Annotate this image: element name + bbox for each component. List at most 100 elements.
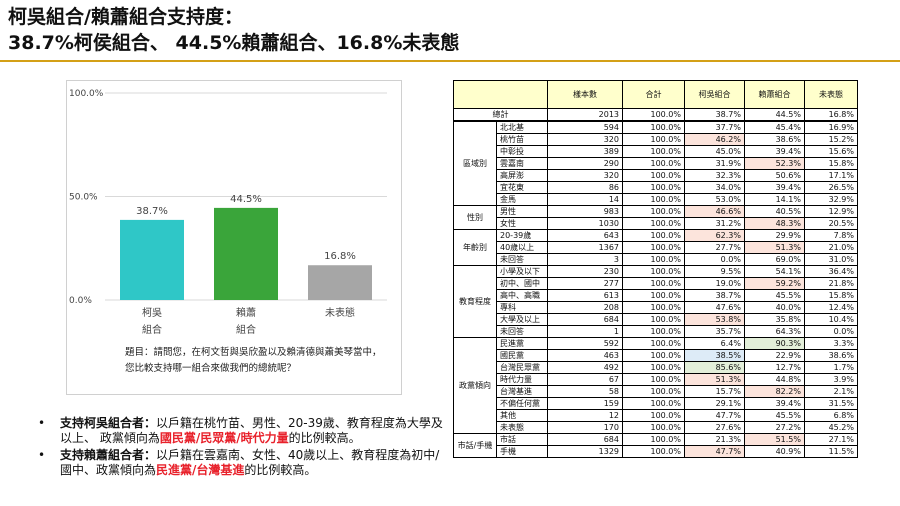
cell-sample-size: 684: [547, 313, 623, 326]
cell-undecided: 16.8%: [804, 108, 858, 122]
cell-ko-wu: 29.1%: [684, 397, 745, 410]
cell-lai-hsiao: 51.3%: [744, 241, 805, 254]
cell-ko-wu: 34.0%: [684, 181, 745, 194]
cell-undecided: 26.5%: [804, 181, 858, 194]
table-row: 未回答 3 100.0% 0.0% 69.0% 31.0%: [454, 253, 858, 266]
cell-ko-wu: 62.3%: [684, 229, 745, 242]
cell-lai-hsiao: 45.5%: [744, 409, 805, 422]
y-tick-label: 0.0%: [69, 296, 92, 306]
finding-ko-wu: • 支持柯吳組合者：以戶籍在桃竹苗、男性、20-39歲、教育程度為大學及以上、 …: [38, 416, 448, 446]
total-label: 總計: [453, 108, 548, 122]
cell-ko-wu: 46.6%: [684, 205, 745, 218]
finding-lead: 支持賴蕭組合者：: [60, 448, 157, 462]
subgroup-label: 國民黨: [496, 349, 548, 362]
cell-ko-wu: 46.2%: [684, 133, 745, 146]
cell-ko-wu: 51.3%: [684, 373, 745, 386]
cell-lai-hsiao: 45.5%: [744, 289, 805, 302]
subgroup-label: 20-39歲: [496, 229, 548, 242]
cell-sample-size: 67: [547, 373, 623, 386]
finding-highlight: 國民黨/民眾黨/時代力量: [159, 431, 289, 445]
cell-undecided: 1.7%: [804, 361, 858, 374]
cell-lai-hsiao: 44.8%: [744, 373, 805, 386]
finding-lai-hsiao: • 支持賴蕭組合者：以戶籍在雲嘉南、女性、40歲以上、教育程度為初中/國中、政黨…: [38, 448, 448, 478]
cell-total: 100.0%: [622, 145, 685, 158]
cell-lai-hsiao: 40.9%: [744, 445, 805, 458]
cell-total: 100.0%: [622, 253, 685, 266]
finding-tail: 的比例較高。: [288, 431, 361, 445]
cell-sample-size: 389: [547, 145, 623, 158]
table-row: 宜花東 86 100.0% 34.0% 39.4% 26.5%: [454, 181, 858, 194]
cell-sample-size: 58: [547, 385, 623, 398]
data-label: 38.7%: [136, 206, 168, 217]
table-row: 政黨傾向 民進黨 592 100.0% 6.4% 90.3% 3.3%: [453, 337, 858, 434]
cell-ko-wu: 32.3%: [684, 169, 745, 182]
table-row: 高中、高職 613 100.0% 38.7% 45.5% 15.8%: [454, 289, 858, 302]
group-label: 區域別: [453, 120, 497, 206]
cell-total: 100.0%: [622, 289, 685, 302]
finding-highlight: 民進黨/台灣基進: [156, 463, 245, 477]
cell-undecided: 15.6%: [804, 145, 858, 158]
cell-ko-wu: 47.7%: [684, 409, 745, 422]
subgroup-label: 北北基: [496, 120, 548, 134]
cell-lai-hsiao: 27.2%: [744, 421, 805, 434]
table-row: 高屏澎 320 100.0% 32.3% 50.6% 17.1%: [454, 169, 858, 182]
category-label: 未表態: [325, 306, 355, 319]
cell-lai-hsiao: 22.9%: [744, 349, 805, 362]
cell-total: 100.0%: [622, 421, 685, 434]
subgroup-label: 宜花東: [496, 181, 548, 194]
subgroup-label: 未回答: [496, 325, 548, 338]
cell-total: 100.0%: [622, 133, 685, 146]
table-row: 台灣基進 58 100.0% 15.7% 82.2% 2.1%: [454, 385, 858, 398]
cell-undecided: 7.8%: [804, 229, 858, 242]
table-row: 未表態 170 100.0% 27.6% 27.2% 45.2%: [454, 421, 858, 434]
cell-total: 100.0%: [622, 433, 685, 446]
cell-undecided: 31.0%: [804, 253, 858, 266]
cell-ko-wu: 27.6%: [684, 421, 745, 434]
table-row: 區域別 北北基 594 100.0% 37.7% 45.4% 16.9%: [453, 120, 858, 206]
cell-sample-size: 492: [547, 361, 623, 374]
subgroup-label: 專科: [496, 301, 548, 314]
header-sample-size: 樣本數: [547, 80, 623, 109]
cell-undecided: 32.9%: [804, 193, 858, 206]
cell-undecided: 0.0%: [804, 325, 858, 338]
cell-lai-hsiao: 29.9%: [744, 229, 805, 242]
cell-total: 100.0%: [622, 205, 685, 218]
cell-ko-wu: 6.4%: [684, 337, 745, 350]
title-line-1: 柯吳組合/賴蕭組合支持度：: [8, 6, 243, 28]
cell-sample-size: 3: [547, 253, 623, 266]
subgroup-label: 高屏澎: [496, 169, 548, 182]
table-row: 40歲以上 1367 100.0% 27.7% 51.3% 21.0%: [454, 241, 858, 254]
bar: [308, 265, 372, 300]
category-label: 柯吳: [142, 306, 162, 319]
question-line-2: 您比較支持哪一組合來做我們的總統呢？: [125, 363, 297, 374]
cell-sample-size: 592: [547, 337, 623, 350]
cell-undecided: 31.5%: [804, 397, 858, 410]
cell-undecided: 45.2%: [804, 421, 858, 434]
cell-total: 100.0%: [622, 409, 685, 422]
table-row: 雲嘉南 290 100.0% 31.9% 52.3% 15.8%: [454, 157, 858, 170]
bar-chart: 0.0% 50.0% 100.0% 38.7% 柯吳組合 44.5% 賴蕭組合 16.8% 未表…: [69, 89, 387, 336]
group-label: 性別: [453, 205, 497, 230]
table-row: 大學及以上 684 100.0% 53.8% 35.8% 10.4%: [454, 313, 858, 326]
category-label: 組合: [236, 323, 256, 336]
bullet-dot: •: [38, 416, 46, 430]
cell-lai-hsiao: 39.4%: [744, 145, 805, 158]
cell-ko-wu: 19.0%: [684, 277, 745, 290]
cell-undecided: 27.1%: [804, 433, 858, 446]
subgroup-label: 台灣基進: [496, 385, 548, 398]
cell-lai-hsiao: 35.8%: [744, 313, 805, 326]
table-row: 手機 1329 100.0% 47.7% 40.9% 11.5%: [454, 445, 858, 458]
title-line-2: 38.7%柯侯組合、 44.5%賴蕭組合、16.8%未表態: [8, 32, 460, 54]
cell-undecided: 12.9%: [804, 205, 858, 218]
table-row: 中彰投 389 100.0% 45.0% 39.4% 15.6%: [454, 145, 858, 158]
cell-undecided: 3.9%: [804, 373, 858, 386]
cell-lai-hsiao: 45.4%: [744, 120, 805, 134]
cell-sample-size: 320: [547, 169, 623, 182]
cell-sample-size: 230: [547, 265, 623, 278]
subgroup-label: 男性: [496, 205, 548, 218]
findings-list: • 支持柯吳組合者：以戶籍在桃竹苗、男性、20-39歲、教育程度為大學及以上、 …: [38, 416, 448, 480]
cell-undecided: 15.2%: [804, 133, 858, 146]
cell-total: 100.0%: [622, 241, 685, 254]
cell-undecided: 21.8%: [804, 277, 858, 290]
header-ko-wu: 柯吳組合: [684, 80, 745, 109]
